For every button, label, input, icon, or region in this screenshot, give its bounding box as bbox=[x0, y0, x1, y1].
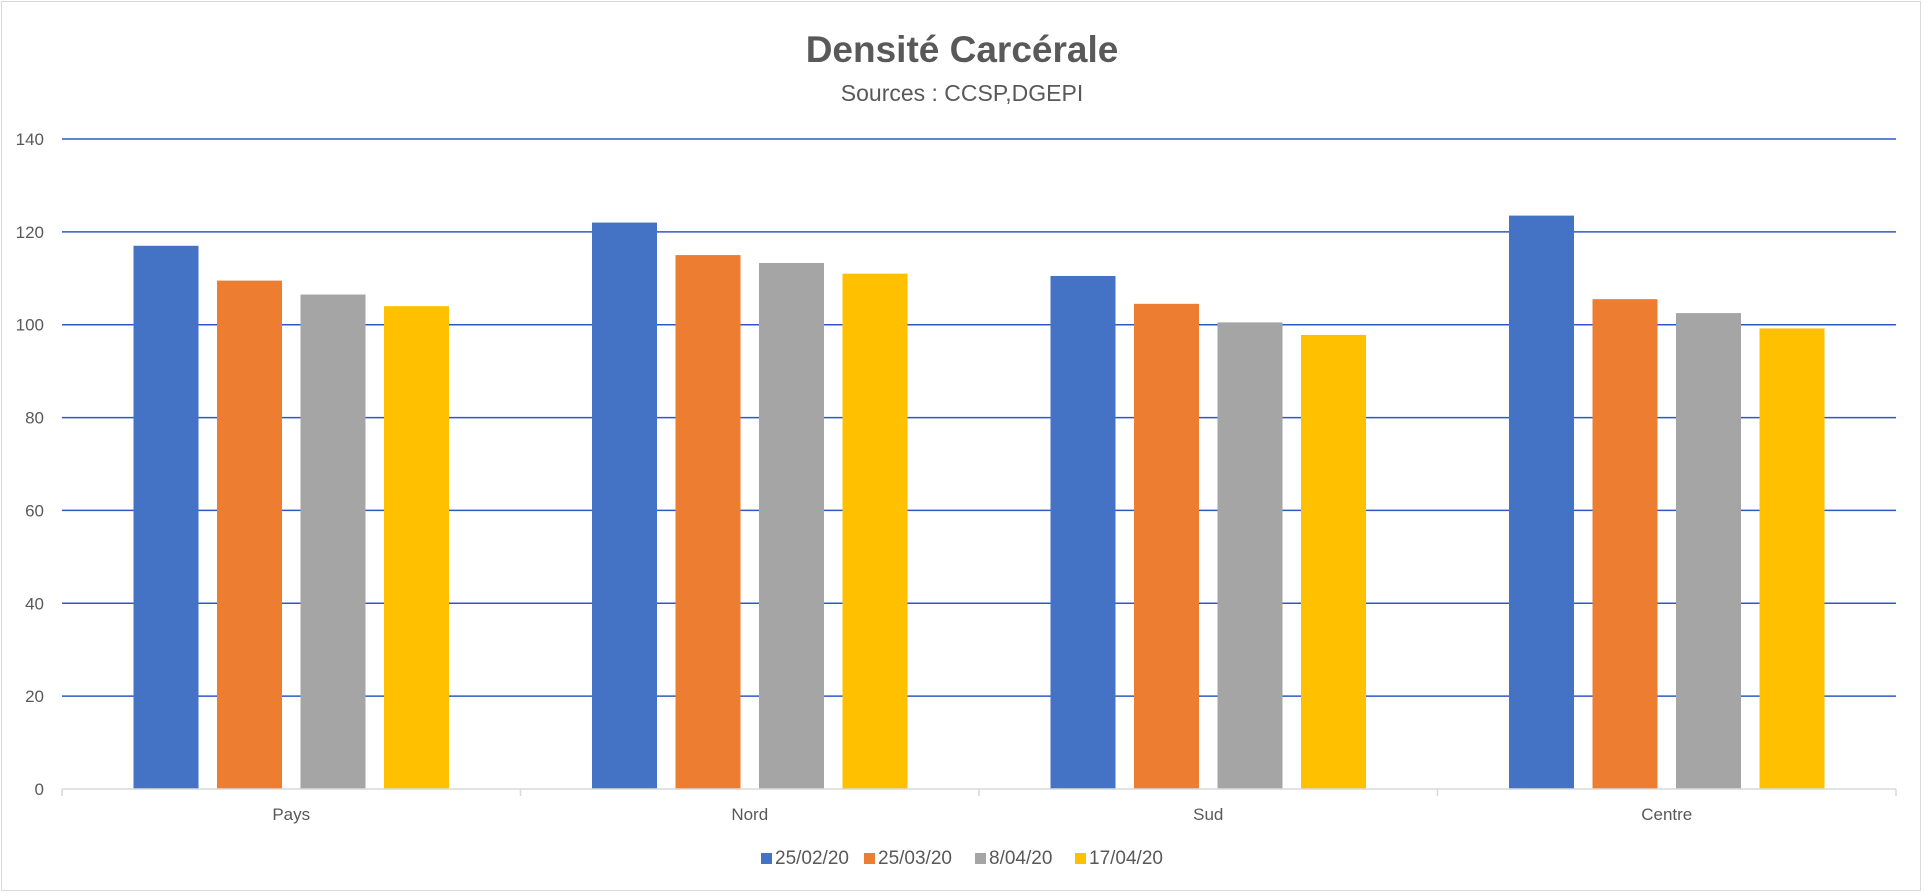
x-category-label: Centre bbox=[1641, 805, 1692, 824]
y-axis-ticks: 0 20 40 60 80 100 120 140 bbox=[16, 130, 44, 799]
x-category-label: Nord bbox=[731, 805, 768, 824]
bar-pays-3 bbox=[300, 294, 366, 789]
legend-swatch bbox=[975, 853, 986, 864]
bar-pays-4 bbox=[384, 306, 449, 789]
bar-centre-3 bbox=[1676, 313, 1741, 789]
x-category-label: Pays bbox=[272, 805, 310, 824]
bar-sud-4 bbox=[1301, 334, 1366, 789]
y-tick-label: 80 bbox=[25, 409, 44, 428]
y-tick-label: 140 bbox=[16, 130, 44, 149]
y-tick-label: 0 bbox=[35, 780, 44, 799]
bar-pays-2 bbox=[217, 280, 282, 789]
legend: 25/02/20 25/03/20 8/04/20 17/04/20 bbox=[761, 848, 1163, 869]
bar-nord-4 bbox=[842, 273, 908, 790]
legend-label: 25/03/20 bbox=[878, 848, 952, 869]
bar-nord-3 bbox=[759, 262, 824, 789]
y-tick-label: 120 bbox=[16, 223, 44, 242]
legend-label: 25/02/20 bbox=[775, 848, 849, 869]
bars bbox=[133, 215, 1825, 790]
bar-sud-1 bbox=[1050, 275, 1116, 789]
legend-label: 8/04/20 bbox=[989, 848, 1052, 869]
gridlines bbox=[62, 138, 1896, 697]
bar-nord-1 bbox=[592, 222, 657, 790]
legend-swatch bbox=[761, 853, 772, 864]
legend-swatch bbox=[1075, 853, 1086, 864]
y-tick-label: 40 bbox=[25, 594, 44, 613]
chart-title: Densité Carcérale bbox=[806, 29, 1119, 70]
legend-swatch bbox=[864, 853, 875, 864]
bar-centre-1 bbox=[1509, 215, 1574, 789]
bar-centre-4 bbox=[1759, 328, 1825, 789]
y-tick-label: 20 bbox=[25, 687, 44, 706]
x-axis: Pays Nord Sud Centre bbox=[61, 788, 1897, 824]
x-category-label: Sud bbox=[1193, 805, 1223, 824]
bar-pays-1 bbox=[133, 245, 199, 790]
legend-label: 17/04/20 bbox=[1089, 848, 1163, 869]
bar-centre-2 bbox=[1592, 299, 1658, 789]
chart-subtitle: Sources : CCSP,DGEPI bbox=[841, 80, 1083, 106]
bar-sud-2 bbox=[1134, 303, 1199, 789]
bar-sud-3 bbox=[1217, 322, 1283, 789]
y-tick-label: 60 bbox=[25, 501, 44, 520]
y-tick-label: 100 bbox=[16, 316, 44, 335]
bar-nord-2 bbox=[675, 255, 741, 790]
